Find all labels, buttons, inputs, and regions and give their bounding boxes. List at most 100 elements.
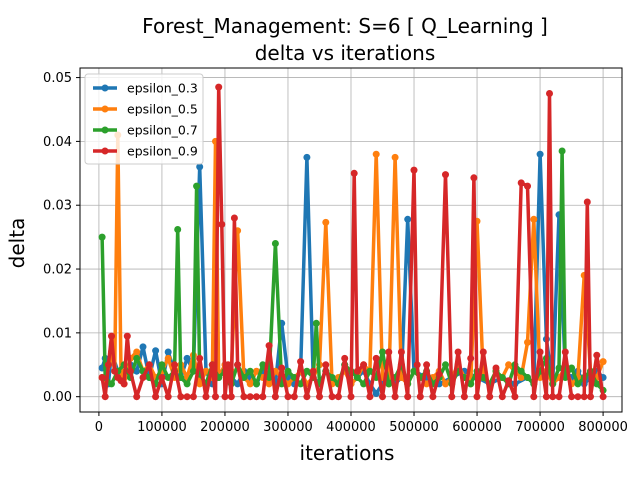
x-tick-label: 0: [95, 420, 103, 435]
data-point: [549, 393, 557, 401]
data-point: [271, 393, 279, 401]
data-point: [568, 393, 576, 401]
data-point: [303, 393, 311, 401]
data-point: [580, 393, 588, 401]
data-point: [183, 354, 191, 362]
data-point: [442, 171, 449, 179]
data-point: [492, 364, 500, 372]
data-point: [574, 393, 582, 401]
legend-marker: [101, 126, 109, 134]
data-point: [133, 393, 141, 401]
data-point: [505, 377, 513, 385]
data-point: [486, 393, 494, 401]
y-tick-label: 0.01: [43, 326, 72, 341]
data-point: [208, 361, 216, 369]
data-point: [123, 332, 131, 340]
data-point: [442, 380, 449, 388]
data-point: [568, 364, 576, 372]
data-point: [259, 393, 267, 401]
series-epsilon_0.9: [98, 83, 607, 401]
chart-title: Forest_Management: S=6 [ Q_Learning ]: [142, 14, 548, 38]
data-point: [524, 374, 531, 381]
data-point: [98, 374, 106, 381]
data-point: [517, 179, 525, 187]
data-point: [524, 182, 531, 190]
data-point: [517, 367, 525, 375]
data-point: [404, 393, 412, 401]
data-point: [246, 393, 254, 401]
x-tick-label: 100000: [137, 420, 187, 435]
data-point: [353, 367, 361, 375]
data-point: [158, 361, 166, 369]
data-point: [196, 354, 204, 362]
plot-area: [98, 83, 607, 401]
chart-subtitle: delta vs iterations: [255, 41, 436, 65]
data-point: [385, 348, 393, 356]
x-axis-label: iterations: [300, 441, 395, 465]
data-point: [196, 380, 204, 388]
data-point: [511, 393, 519, 401]
data-point: [164, 354, 172, 362]
data-point: [265, 380, 273, 388]
data-point: [284, 393, 292, 401]
y-tick-label: 0.00: [43, 390, 72, 405]
data-point: [397, 348, 405, 356]
data-point: [193, 182, 201, 190]
y-tick-label: 0.05: [43, 71, 72, 86]
data-point: [353, 374, 361, 381]
data-point: [164, 393, 172, 401]
data-point: [334, 393, 342, 401]
data-point: [322, 361, 330, 369]
data-point: [108, 380, 115, 388]
data-point: [246, 380, 254, 388]
data-point: [423, 361, 431, 369]
data-point: [164, 348, 172, 356]
data-point: [177, 393, 185, 401]
data-point: [126, 367, 134, 375]
legend: epsilon_0.3 epsilon_0.5 epsilon_0.7epsilon…: [84, 73, 204, 165]
data-point: [139, 374, 147, 381]
data-point: [152, 393, 160, 401]
y-tick-label: 0.04: [43, 135, 72, 150]
data-point: [366, 393, 374, 401]
data-point: [467, 354, 475, 362]
x-tick-label: 300000: [263, 420, 313, 435]
data-point: [555, 364, 563, 372]
data-point: [385, 380, 393, 388]
data-point: [435, 370, 443, 378]
data-point: [303, 367, 311, 375]
data-point: [316, 393, 323, 401]
data-point: [561, 348, 569, 356]
data-point: [391, 393, 399, 401]
data-point: [133, 348, 141, 356]
data-point: [246, 367, 254, 375]
data-point: [536, 348, 544, 356]
data-point: [189, 393, 197, 401]
data-point: [583, 198, 591, 206]
data-point: [259, 361, 267, 369]
y-tick-label: 0.03: [43, 199, 72, 214]
data-point: [309, 367, 317, 375]
data-point: [290, 393, 298, 401]
data-point: [111, 367, 119, 375]
data-point: [498, 393, 506, 401]
data-point: [558, 147, 566, 155]
legend-label: epsilon_0.5: [127, 102, 198, 117]
data-point: [322, 218, 330, 226]
data-point: [253, 380, 260, 388]
data-point: [467, 380, 475, 388]
data-point: [448, 393, 456, 401]
data-point: [158, 374, 166, 381]
data-point: [442, 361, 449, 369]
data-point: [202, 367, 210, 375]
legend-marker: [101, 105, 109, 113]
data-point: [524, 338, 531, 346]
data-point: [133, 367, 141, 375]
data-point: [101, 393, 109, 401]
x-tick-label: 600000: [452, 420, 502, 435]
data-point: [120, 380, 128, 388]
x-tick-label: 200000: [200, 420, 250, 435]
data-point: [599, 358, 607, 366]
data-point: [202, 393, 210, 401]
